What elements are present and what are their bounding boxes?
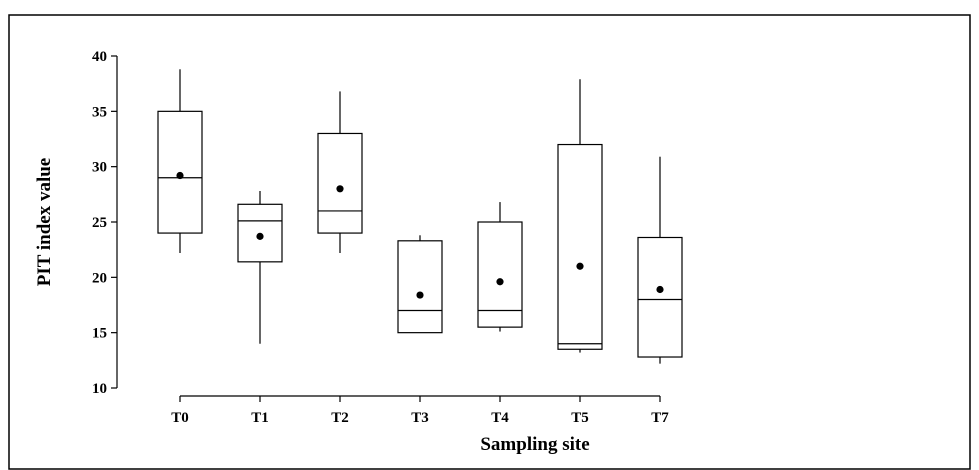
mean-marker [416,291,424,299]
x-tick-label: T3 [411,410,429,426]
x-tick-label: T4 [491,410,509,426]
y-tick-label: 15 [92,326,107,342]
y-tick-label: 20 [92,270,107,286]
y-tick-label: 35 [92,104,107,120]
iqr-box [397,240,443,334]
mean-marker [176,171,184,180]
box-t1 [237,191,283,344]
mean-marker [256,232,264,240]
y-tick-label: 25 [92,215,107,231]
y-axis: 10 15 20 25 30 35 40 [92,49,118,397]
box-series [157,69,683,364]
x-tick-label: T1 [251,410,269,426]
y-tick-label: 10 [92,381,107,397]
mean-marker [576,262,584,270]
iqr-box [637,236,683,358]
mean-marker [336,185,344,193]
x-tick-label: T7 [651,410,669,426]
x-tick-label: T0 [171,410,189,426]
box-t5 [557,79,603,353]
x-axis-title: Sampling site [480,434,589,455]
y-axis-title: PIT index value [34,158,55,286]
x-axis: T0 T1 T2 T3 T4 T5 T7 [171,395,669,426]
iqr-box [317,132,363,234]
box-t2 [317,91,363,253]
x-tick-label: T5 [571,410,589,426]
x-tick-label: T2 [331,410,349,426]
mean-marker [656,285,664,294]
y-tick-label: 30 [92,160,107,176]
box-t7 [637,156,683,364]
box-t4 [477,202,523,332]
iqr-box [477,221,523,328]
box-t0 [157,69,203,253]
y-tick-label: 40 [92,49,107,65]
iqr-box [557,143,603,350]
mean-marker [496,278,504,286]
box-t3 [397,235,443,334]
